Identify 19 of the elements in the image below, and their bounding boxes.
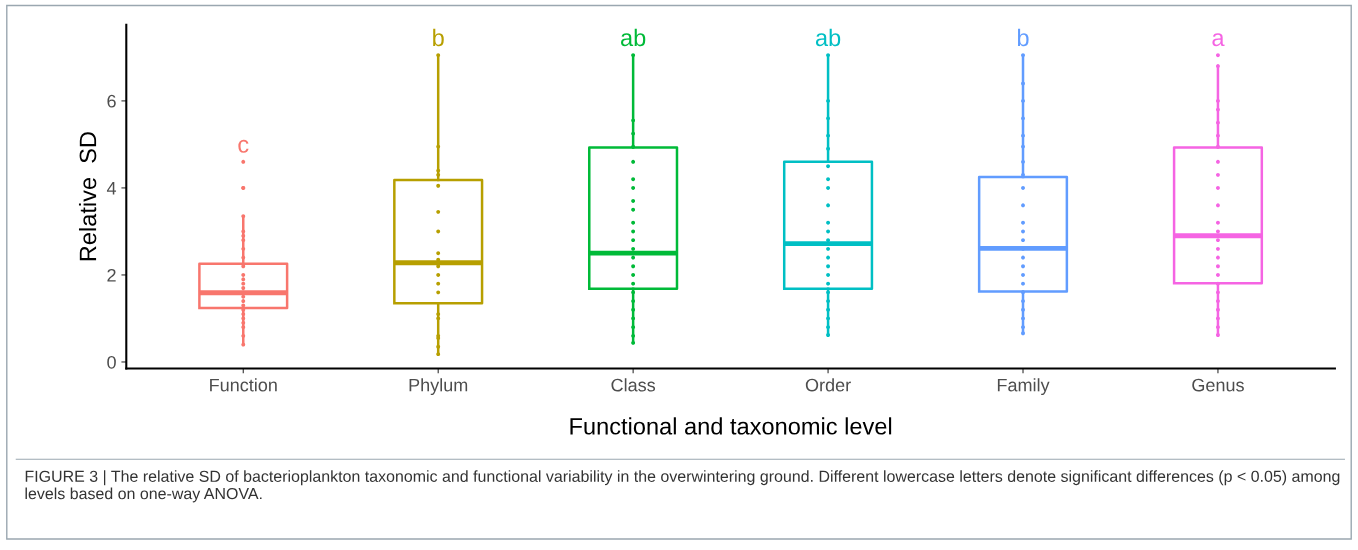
x-tick-label: Order <box>805 378 851 392</box>
x-tick-label: Function <box>210 378 277 392</box>
y-tick-label: 0 <box>107 355 116 369</box>
y-tick-label: 4 <box>106 182 117 195</box>
annotation: b <box>433 28 444 47</box>
annotation: a <box>1212 33 1225 47</box>
x-tick-label: Genus <box>1192 378 1244 392</box>
annotation: ab <box>621 28 646 47</box>
annotation: c <box>238 139 249 153</box>
y-axis-title: Relative SD <box>78 132 97 261</box>
x-axis-title: Functional and taxonomic level <box>570 417 892 435</box>
x-tick-label: Phylum <box>409 378 468 396</box>
y-tick-label: 2 <box>107 268 116 282</box>
x-tick-label: Family <box>997 378 1050 396</box>
annotation: ab <box>815 28 841 47</box>
annotation: b <box>1017 28 1029 47</box>
x-tick-label: Class <box>611 378 656 392</box>
caption: FIGURE 3 | The relative SD of bacterioplankton taxonomic and functional variability in the overwintering ground. Different lowercase letters denote significant differences (p < 0.05) among levels based on one-way ANOVA. <box>25 470 1340 503</box>
y-tick-label: 6 <box>107 94 116 108</box>
